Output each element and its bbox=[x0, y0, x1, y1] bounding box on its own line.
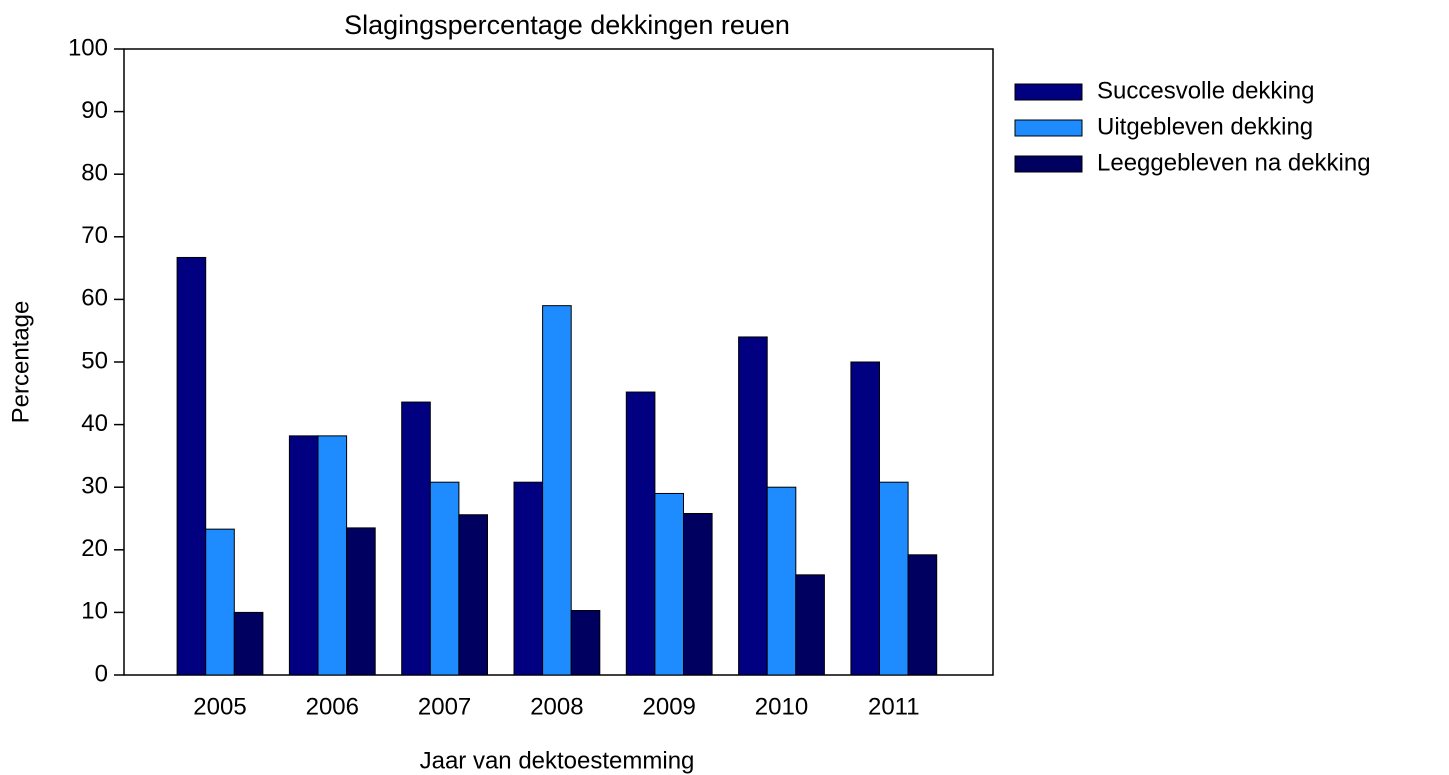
bar bbox=[625, 391, 656, 676]
y-tick-label: 30 bbox=[81, 473, 108, 500]
y-tick-label: 40 bbox=[81, 410, 108, 437]
y-axis-label: Percentage bbox=[7, 301, 34, 424]
bar bbox=[654, 492, 685, 676]
x-tick-label: 2005 bbox=[193, 693, 246, 720]
bar bbox=[401, 401, 431, 676]
y-tick-label: 70 bbox=[81, 222, 108, 249]
y-tick-label: 0 bbox=[95, 660, 108, 687]
bar bbox=[907, 554, 938, 676]
x-tick-label: 2011 bbox=[868, 693, 920, 720]
bar bbox=[513, 481, 544, 676]
bar bbox=[795, 574, 825, 676]
bar bbox=[288, 435, 319, 676]
x-tick-label: 2009 bbox=[643, 693, 696, 720]
y-tick-label: 80 bbox=[81, 160, 108, 187]
chart-title: Slagingspercentage dekkingen reuen bbox=[344, 10, 790, 40]
y-tick-label: 100 bbox=[68, 34, 108, 61]
bar bbox=[683, 512, 713, 676]
bar bbox=[542, 305, 572, 676]
y-tick-label: 90 bbox=[81, 97, 108, 124]
x-axis-label: Jaar van dektoestemming bbox=[420, 747, 695, 774]
bar bbox=[738, 336, 768, 676]
x-tick-label: 2010 bbox=[755, 693, 808, 720]
legend-label: Leeggebleven na dekking bbox=[1097, 149, 1371, 176]
legend-swatch bbox=[1014, 119, 1083, 137]
y-tick-label: 10 bbox=[81, 598, 108, 625]
legend-label: Uitgebleven dekking bbox=[1097, 113, 1313, 140]
bar bbox=[205, 528, 235, 676]
y-tick-label: 60 bbox=[81, 285, 108, 312]
y-tick-label: 20 bbox=[81, 535, 108, 562]
bar bbox=[317, 435, 348, 676]
bar bbox=[458, 514, 488, 676]
x-tick-label: 2008 bbox=[530, 693, 583, 720]
bar bbox=[879, 481, 909, 676]
bar bbox=[570, 610, 601, 676]
y-tick-label: 50 bbox=[81, 347, 108, 374]
bar bbox=[429, 481, 460, 676]
x-tick-label: 2006 bbox=[306, 693, 359, 720]
bar bbox=[766, 486, 797, 676]
bar bbox=[346, 527, 376, 676]
bar bbox=[176, 256, 207, 676]
legend-swatch bbox=[1014, 155, 1083, 173]
x-tick-label: 2007 bbox=[418, 693, 471, 720]
legend-label: Succesvolle dekking bbox=[1097, 77, 1314, 104]
bar bbox=[850, 361, 881, 676]
legend-swatch bbox=[1014, 83, 1083, 101]
bar bbox=[233, 611, 264, 676]
